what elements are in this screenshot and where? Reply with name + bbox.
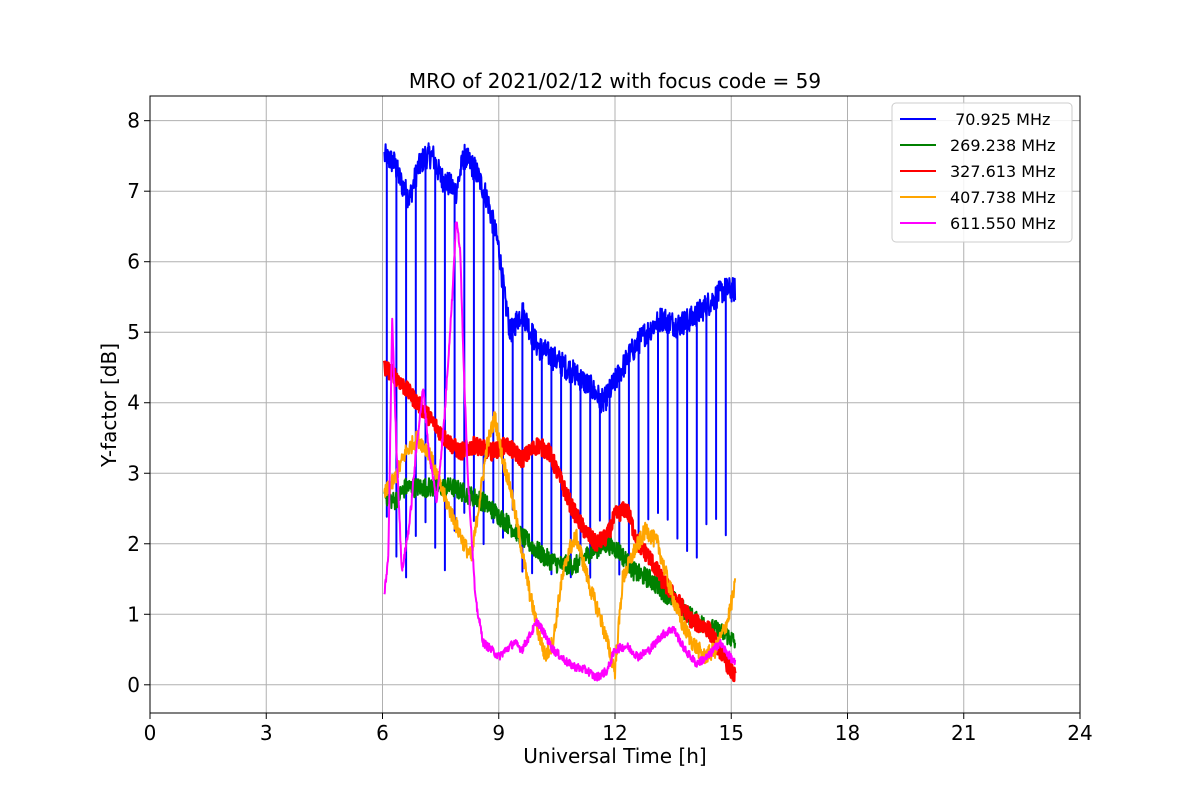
y-tick-label: 8	[127, 109, 140, 133]
legend-entry: 327.613 MHz	[950, 162, 1055, 181]
y-tick-label: 6	[127, 250, 140, 274]
x-tick-label: 9	[492, 721, 505, 745]
x-tick-label: 0	[144, 721, 157, 745]
y-tick-label: 5	[127, 320, 140, 344]
legend-entry: 611.550 MHz	[950, 214, 1055, 233]
y-axis-label: Y-factor [dB]	[97, 343, 121, 468]
legend-entry: 269.238 MHz	[950, 136, 1055, 155]
y-tick-label: 1	[127, 602, 140, 626]
y-axis-ticks: 0 1 2 3 4 5 6 7 8	[127, 109, 150, 697]
x-tick-label: 21	[951, 721, 976, 745]
y-tick-label: 7	[127, 179, 140, 203]
series-layer	[382, 142, 737, 683]
x-tick-label: 3	[260, 721, 273, 745]
y-tick-label: 3	[127, 461, 140, 485]
y-tick-label: 2	[127, 532, 140, 556]
x-tick-label: 18	[835, 721, 860, 745]
x-tick-label: 24	[1067, 721, 1092, 745]
x-tick-label: 12	[602, 721, 627, 745]
legend-entry: 407.738 MHz	[950, 188, 1055, 207]
x-tick-label: 15	[719, 721, 744, 745]
series-line-3	[383, 411, 737, 680]
x-axis-ticks: 0 3 6 9 12 15 18 21 24	[144, 713, 1093, 745]
y-tick-label: 0	[127, 673, 140, 697]
x-tick-label: 6	[376, 721, 389, 745]
y-tick-label: 4	[127, 391, 140, 415]
chart-title: MRO of 2021/02/12 with focus code = 59	[409, 69, 821, 93]
legend-entry: 70.925 MHz	[950, 110, 1050, 129]
legend: 70.925 MHz 269.238 MHz 327.613 MHz 407.738 …	[891, 102, 1073, 243]
legend-box	[891, 102, 1073, 243]
series-line-0	[383, 142, 737, 579]
series-line-4	[383, 221, 737, 682]
x-axis-label: Universal Time [h]	[523, 744, 706, 768]
